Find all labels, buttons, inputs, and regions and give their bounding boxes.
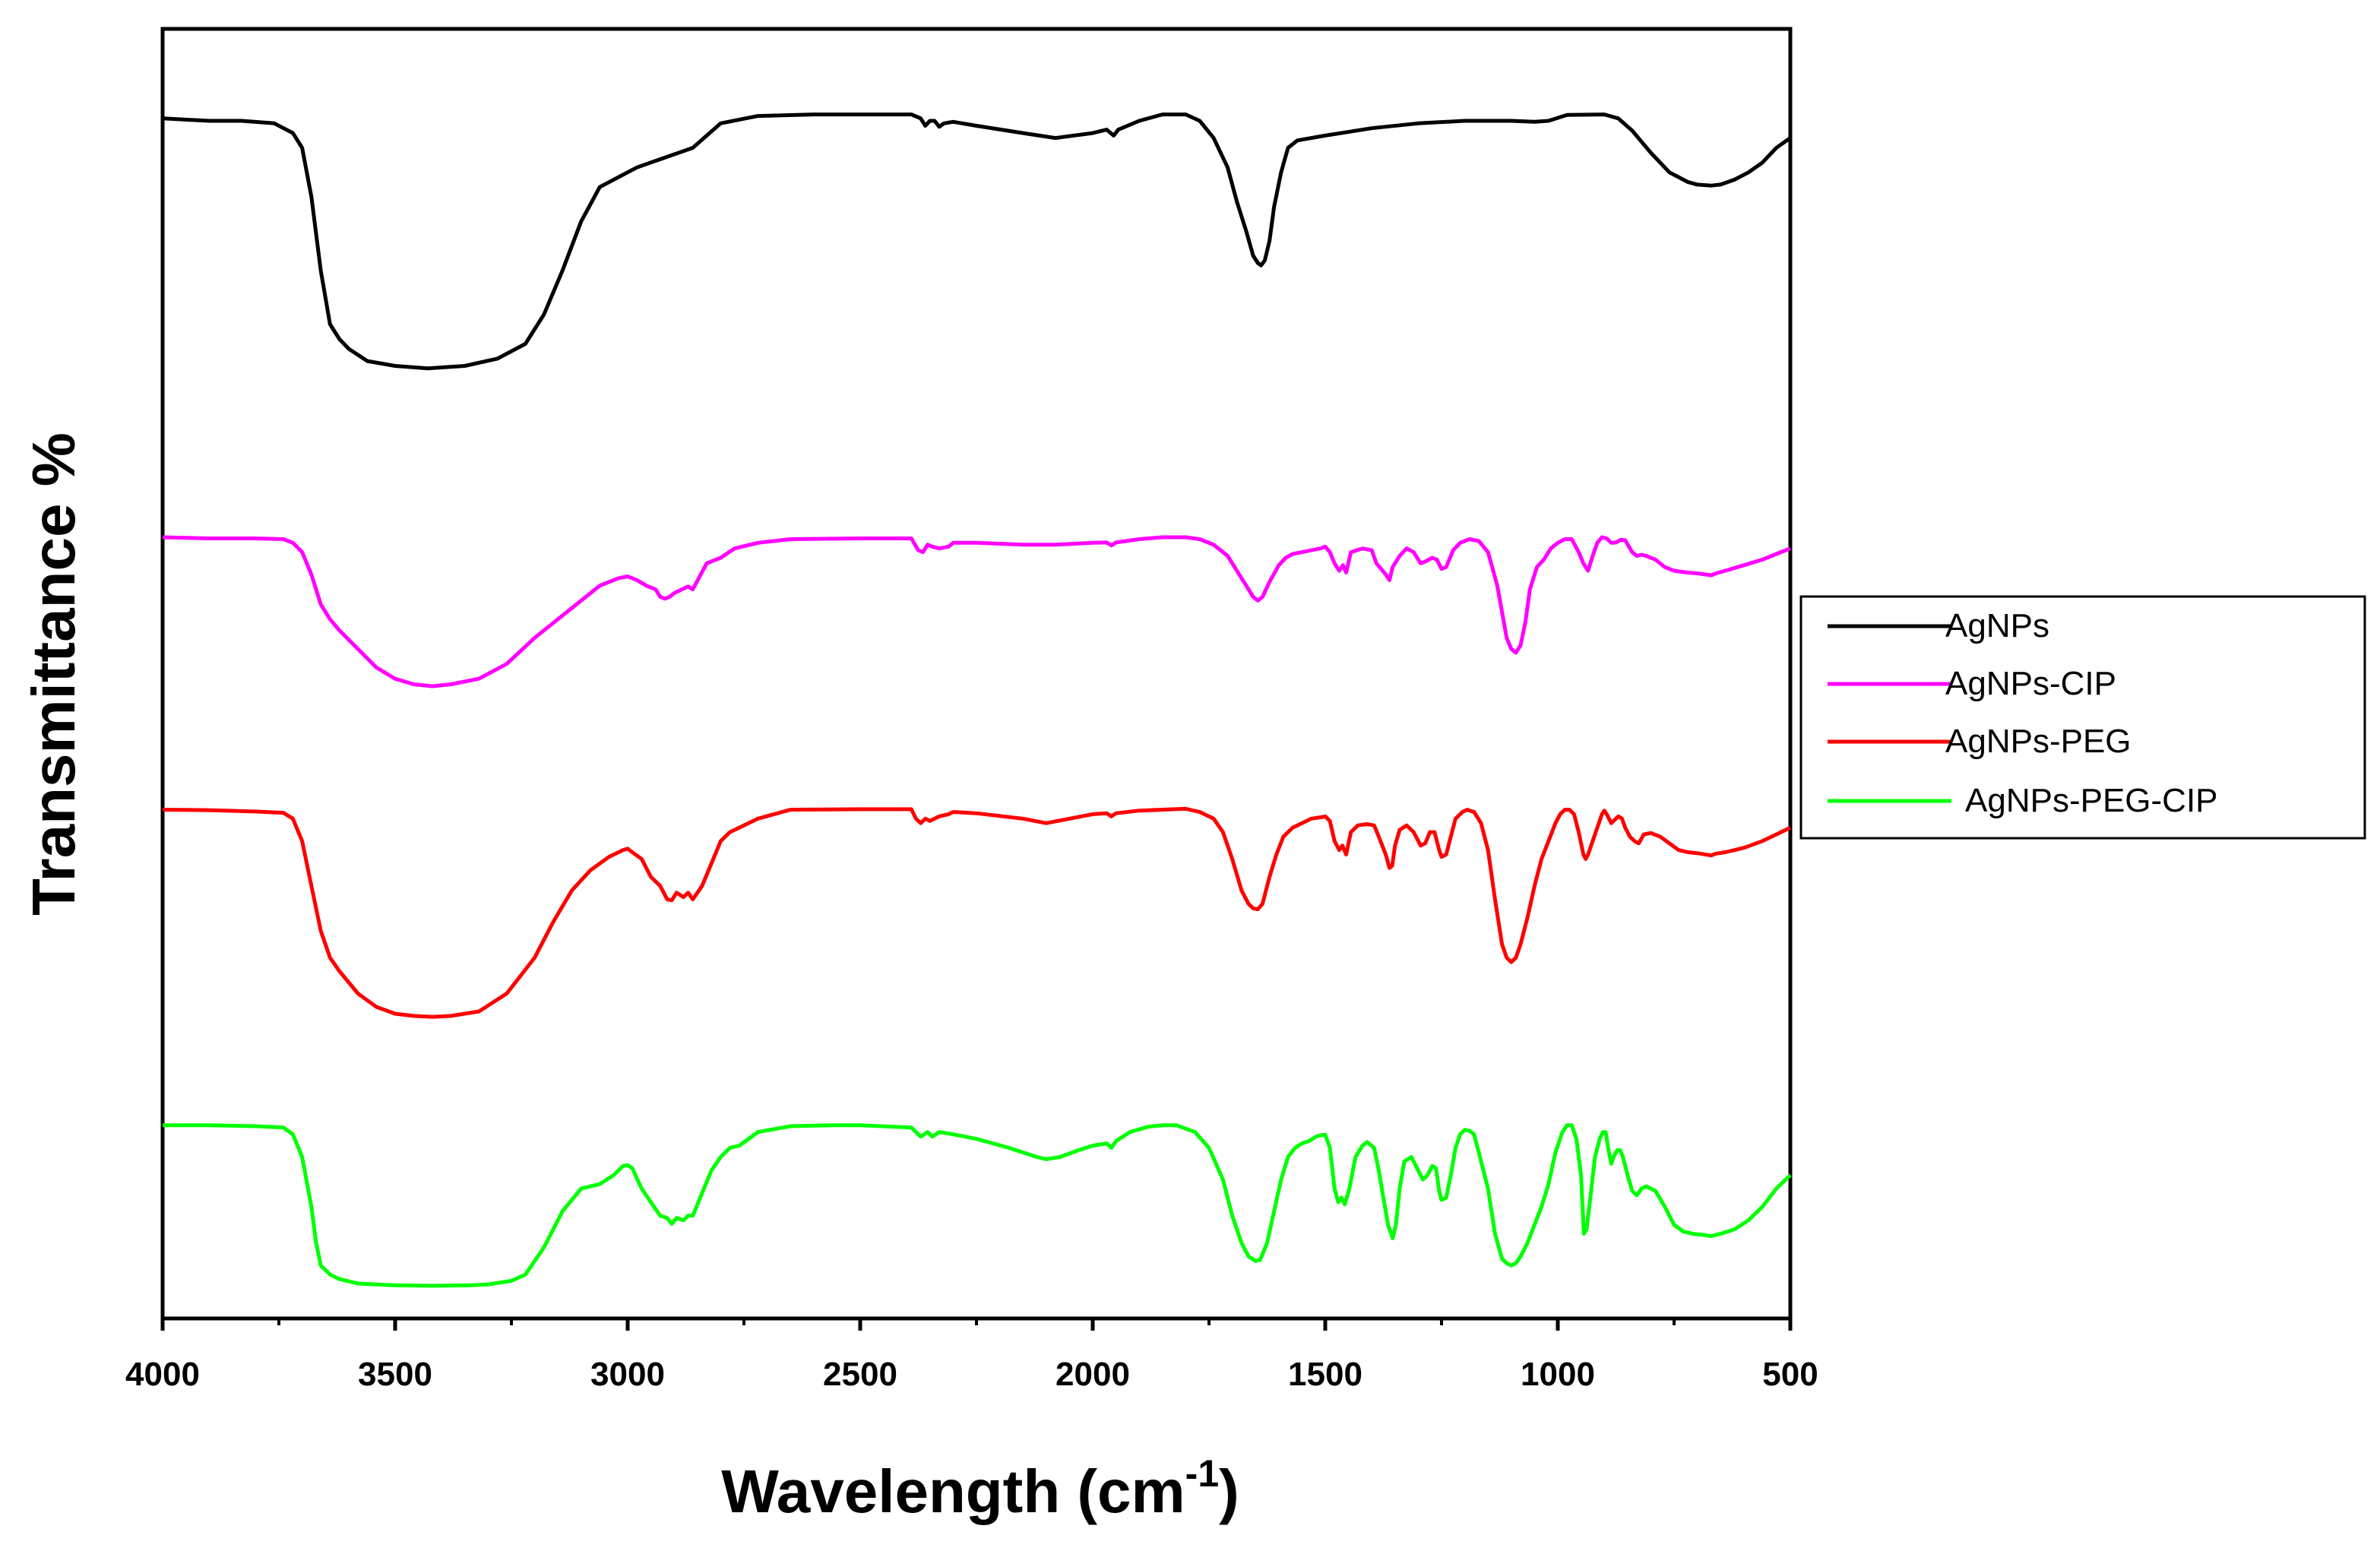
x-tick-label-4000: 4000	[125, 1356, 200, 1393]
legend-label-agnps-peg: AgNPs-PEG	[1945, 723, 2132, 760]
plot-area	[160, 27, 1793, 1321]
x-tick-label-500: 500	[1762, 1356, 1818, 1393]
x-tick-label-3500: 3500	[358, 1356, 432, 1393]
series-layer	[162, 112, 1792, 1288]
series-line-agnps-cip	[162, 535, 1791, 688]
plot-frame	[160, 27, 1793, 1321]
x-axis-title: Wavelength (cm-1)	[721, 1452, 1239, 1525]
x-axis-title-main: Wavelength (cm	[721, 1458, 1185, 1525]
series-line-agnps-peg-cip	[163, 1123, 1792, 1288]
legend: AgNPs AgNPs-CIP AgNPs-PEG AgNPs-PEG-CIP	[1799, 595, 2366, 840]
legend-box	[1799, 595, 2366, 840]
x-axis-title-superscript: -1	[1185, 1452, 1219, 1495]
x-tick-label-1000: 1000	[1521, 1356, 1595, 1393]
x-axis: 4000 3500 3000 2500 2000 1500 1000 500	[125, 1318, 1818, 1393]
series-line-agnps	[162, 112, 1792, 371]
series-line-agnps-peg	[162, 806, 1792, 1019]
legend-label-agnps-cip: AgNPs-CIP	[1945, 665, 2116, 702]
x-axis-title-close: )	[1219, 1458, 1239, 1525]
y-axis-title: Transmittance %	[20, 432, 87, 916]
x-tick-label-2500: 2500	[823, 1356, 897, 1393]
x-tick-label-1500: 1500	[1288, 1356, 1362, 1393]
legend-label-agnps: AgNPs	[1945, 607, 2049, 644]
legend-label-agnps-peg-cip: AgNPs-PEG-CIP	[1965, 782, 2218, 819]
x-tick-label-2000: 2000	[1055, 1356, 1130, 1393]
x-tick-label-3000: 3000	[590, 1356, 665, 1393]
